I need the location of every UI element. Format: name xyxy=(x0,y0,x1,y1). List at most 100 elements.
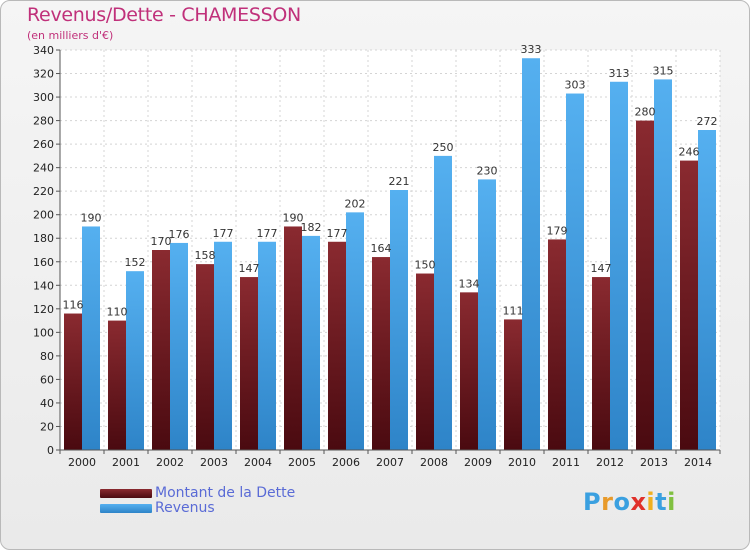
data-label-revenue-2009: 230 xyxy=(477,164,498,177)
y-tick-label: 160 xyxy=(33,256,54,269)
bar-debt-2003 xyxy=(196,264,214,450)
data-label-revenue-2002: 176 xyxy=(169,228,190,241)
bar-debt-2000 xyxy=(64,313,82,450)
x-tick-label-2000: 2000 xyxy=(68,456,96,469)
x-tick-label-2008: 2008 xyxy=(420,456,448,469)
x-tick-label-2012: 2012 xyxy=(596,456,624,469)
bar-revenue-2004 xyxy=(258,241,276,450)
chart-title: Revenus/Dette - CHAMESSON xyxy=(27,4,301,26)
logo-letter: x xyxy=(630,488,647,516)
data-label-revenue-2013: 315 xyxy=(653,64,674,77)
x-tick-label-2002: 2002 xyxy=(156,456,184,469)
data-label-revenue-2000: 190 xyxy=(81,211,102,224)
bar-revenue-2002 xyxy=(170,242,188,450)
bar-debt-2012 xyxy=(592,277,610,450)
axis-layer xyxy=(56,49,721,454)
data-label-revenue-2006: 202 xyxy=(345,197,366,210)
chart-subtitle: (en milliers d'€) xyxy=(27,29,114,42)
bar-debt-2011 xyxy=(548,239,566,450)
x-tick-label-2004: 2004 xyxy=(244,456,272,469)
logo-letter: i xyxy=(646,488,656,516)
data-label-revenue-2005: 182 xyxy=(301,221,322,234)
y-tick-label: 340 xyxy=(33,44,54,57)
data-label-revenue-2007: 221 xyxy=(389,175,410,188)
bar-debt-2009 xyxy=(460,292,478,450)
data-label-debt-2005: 190 xyxy=(283,211,304,224)
bar-revenue-2013 xyxy=(654,79,672,450)
bar-revenue-2009 xyxy=(478,179,496,451)
x-tick-label-2009: 2009 xyxy=(464,456,492,469)
data-label-debt-2011: 179 xyxy=(547,224,568,237)
bar-debt-2005 xyxy=(284,226,302,450)
bar-revenue-2003 xyxy=(214,241,232,450)
labels-layer: 0 20 40 60 80 100 120 140 160 180 200 220 240 260 280 3… xyxy=(33,43,718,469)
y-tick-label: 140 xyxy=(33,279,54,292)
x-tick-label-2001: 2001 xyxy=(112,456,140,469)
legend-swatch-revenue xyxy=(100,504,152,513)
bar-debt-2014 xyxy=(680,160,698,450)
y-tick-label: 20 xyxy=(40,420,54,433)
bar-revenue-2011 xyxy=(566,93,584,450)
y-tick-label: 40 xyxy=(40,397,54,410)
bar-debt-2008 xyxy=(416,273,434,450)
proxiti-logo: Proxiti xyxy=(583,488,676,516)
y-tick-label: 0 xyxy=(47,444,54,457)
data-label-debt-2000: 116 xyxy=(63,299,84,312)
data-label-revenue-2010: 333 xyxy=(521,43,542,56)
bar-debt-2002 xyxy=(152,250,170,450)
data-label-debt-2001: 110 xyxy=(107,306,128,319)
data-label-debt-2010: 111 xyxy=(503,304,524,317)
legend-label-debt: Montant de la Dette xyxy=(155,485,296,501)
y-tick-label: 80 xyxy=(40,350,54,363)
bar-revenue-2000 xyxy=(82,226,100,450)
bar-debt-2007 xyxy=(372,257,390,450)
data-label-revenue-2004: 177 xyxy=(257,227,278,240)
y-tick-label: 260 xyxy=(33,138,54,151)
y-tick-label: 100 xyxy=(33,326,54,339)
bar-revenue-2008 xyxy=(434,155,452,450)
data-label-revenue-2008: 250 xyxy=(433,141,454,154)
x-tick-label-2003: 2003 xyxy=(200,456,228,469)
bar-revenue-2010 xyxy=(522,58,540,451)
y-tick-label: 280 xyxy=(33,115,54,128)
y-tick-label: 120 xyxy=(33,303,54,316)
y-tick-label: 220 xyxy=(33,185,54,198)
data-label-debt-2004: 147 xyxy=(239,262,260,275)
x-tick-label-2011: 2011 xyxy=(552,456,580,469)
x-tick-label-2014: 2014 xyxy=(684,456,712,469)
bar-revenue-2007 xyxy=(390,190,408,450)
logo-letter: i xyxy=(667,488,676,516)
bar-debt-2013 xyxy=(636,120,654,451)
data-label-debt-2007: 164 xyxy=(371,242,392,255)
x-tick-label-2013: 2013 xyxy=(640,456,668,469)
y-tick-label: 300 xyxy=(33,91,54,104)
logo-letter: P xyxy=(583,488,602,516)
data-label-debt-2006: 177 xyxy=(327,227,348,240)
logo-letter: o xyxy=(613,488,631,516)
data-label-revenue-2011: 303 xyxy=(565,79,586,92)
bar-debt-2006 xyxy=(328,241,346,450)
x-tick-label-2010: 2010 xyxy=(508,456,536,469)
bars-layer xyxy=(64,58,716,451)
data-label-debt-2012: 147 xyxy=(591,262,612,275)
bar-debt-2004 xyxy=(240,277,258,450)
data-label-debt-2013: 280 xyxy=(635,106,656,119)
data-label-debt-2008: 150 xyxy=(415,259,436,272)
data-label-revenue-2012: 313 xyxy=(609,67,630,80)
data-label-debt-2003: 158 xyxy=(195,249,216,262)
bar-revenue-2014 xyxy=(698,130,716,450)
y-tick-label: 320 xyxy=(33,68,54,81)
bar-debt-2001 xyxy=(108,320,126,450)
data-label-debt-2009: 134 xyxy=(459,277,480,290)
data-label-revenue-2003: 177 xyxy=(213,227,234,240)
data-label-revenue-2014: 272 xyxy=(697,115,718,128)
data-label-debt-2014: 246 xyxy=(679,146,700,159)
legend-item-debt: Montant de la Dette xyxy=(100,485,350,501)
y-tick-label: 180 xyxy=(33,232,54,245)
logo-letter: r xyxy=(601,488,614,516)
bar-revenue-2012 xyxy=(610,81,628,450)
x-tick-label-2005: 2005 xyxy=(288,456,316,469)
data-label-debt-2002: 170 xyxy=(151,235,172,248)
legend-item-revenue: Revenus xyxy=(100,500,350,516)
